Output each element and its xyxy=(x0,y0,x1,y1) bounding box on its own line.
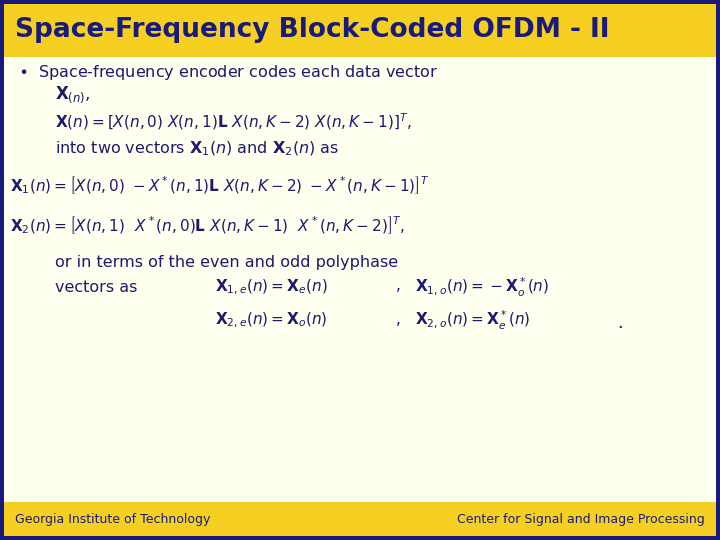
Text: $.$: $.$ xyxy=(617,314,623,332)
Text: $\mathbf{X}_{1,e}(n)=\mathbf{X}_e(n)$: $\mathbf{X}_{1,e}(n)=\mathbf{X}_e(n)$ xyxy=(215,278,328,296)
FancyBboxPatch shape xyxy=(4,4,716,57)
FancyBboxPatch shape xyxy=(4,57,716,502)
Text: $\mathbf{X}_{1,o}(n)=-\mathbf{X}_o^*(n)$: $\mathbf{X}_{1,o}(n)=-\mathbf{X}_o^*(n)$ xyxy=(415,275,549,299)
Text: $,$: $,$ xyxy=(395,280,400,294)
Text: $\mathbf{X}_{(n)},$: $\mathbf{X}_{(n)},$ xyxy=(55,85,91,105)
Text: or in terms of the even and odd polyphase: or in terms of the even and odd polyphas… xyxy=(55,254,398,269)
FancyBboxPatch shape xyxy=(4,502,716,536)
Text: $\mathbf{X}_{2,o}(n)=\mathbf{X}_e^*(n)$: $\mathbf{X}_{2,o}(n)=\mathbf{X}_e^*(n)$ xyxy=(415,308,531,332)
Text: $\mathbf{X}_{2,e}(n)=\mathbf{X}_o(n)$: $\mathbf{X}_{2,e}(n)=\mathbf{X}_o(n)$ xyxy=(215,310,328,329)
Text: $\bullet$  Space-frequency encoder codes each data vector: $\bullet$ Space-frequency encoder codes … xyxy=(18,63,438,82)
Text: Space-Frequency Block-Coded OFDM - II: Space-Frequency Block-Coded OFDM - II xyxy=(15,17,610,43)
Text: vectors as: vectors as xyxy=(55,280,138,294)
Text: Center for Signal and Image Processing: Center for Signal and Image Processing xyxy=(457,512,705,525)
Text: $\mathbf{X}(n)=\left[X(n,0)\ X(n,1)\mathbf{L}\ X(n,K-2)\ X(n,K-1)\right]^{T},$: $\mathbf{X}(n)=\left[X(n,0)\ X(n,1)\math… xyxy=(55,112,412,132)
Text: $\mathbf{X}_1(n)=\left[X(n,0)\ -X^*(n,1)\mathbf{L}\ X(n,K-2)\ -X^*(n,K-1)\right]: $\mathbf{X}_1(n)=\left[X(n,0)\ -X^*(n,1)… xyxy=(10,174,430,195)
Text: Georgia Institute of Technology: Georgia Institute of Technology xyxy=(15,512,210,525)
Text: $,$: $,$ xyxy=(395,313,400,327)
Text: into two vectors $\mathbf{X}_1(n)$ and $\mathbf{X}_2(n)$ as: into two vectors $\mathbf{X}_1(n)$ and $… xyxy=(55,140,339,158)
Text: $\mathbf{X}_2(n)=\left[X(n,1)\ \ X^*(n,0)\mathbf{L}\ X(n,K-1)\ \ X^*(n,K-2)\righ: $\mathbf{X}_2(n)=\left[X(n,1)\ \ X^*(n,0… xyxy=(10,214,405,236)
FancyBboxPatch shape xyxy=(4,4,716,536)
